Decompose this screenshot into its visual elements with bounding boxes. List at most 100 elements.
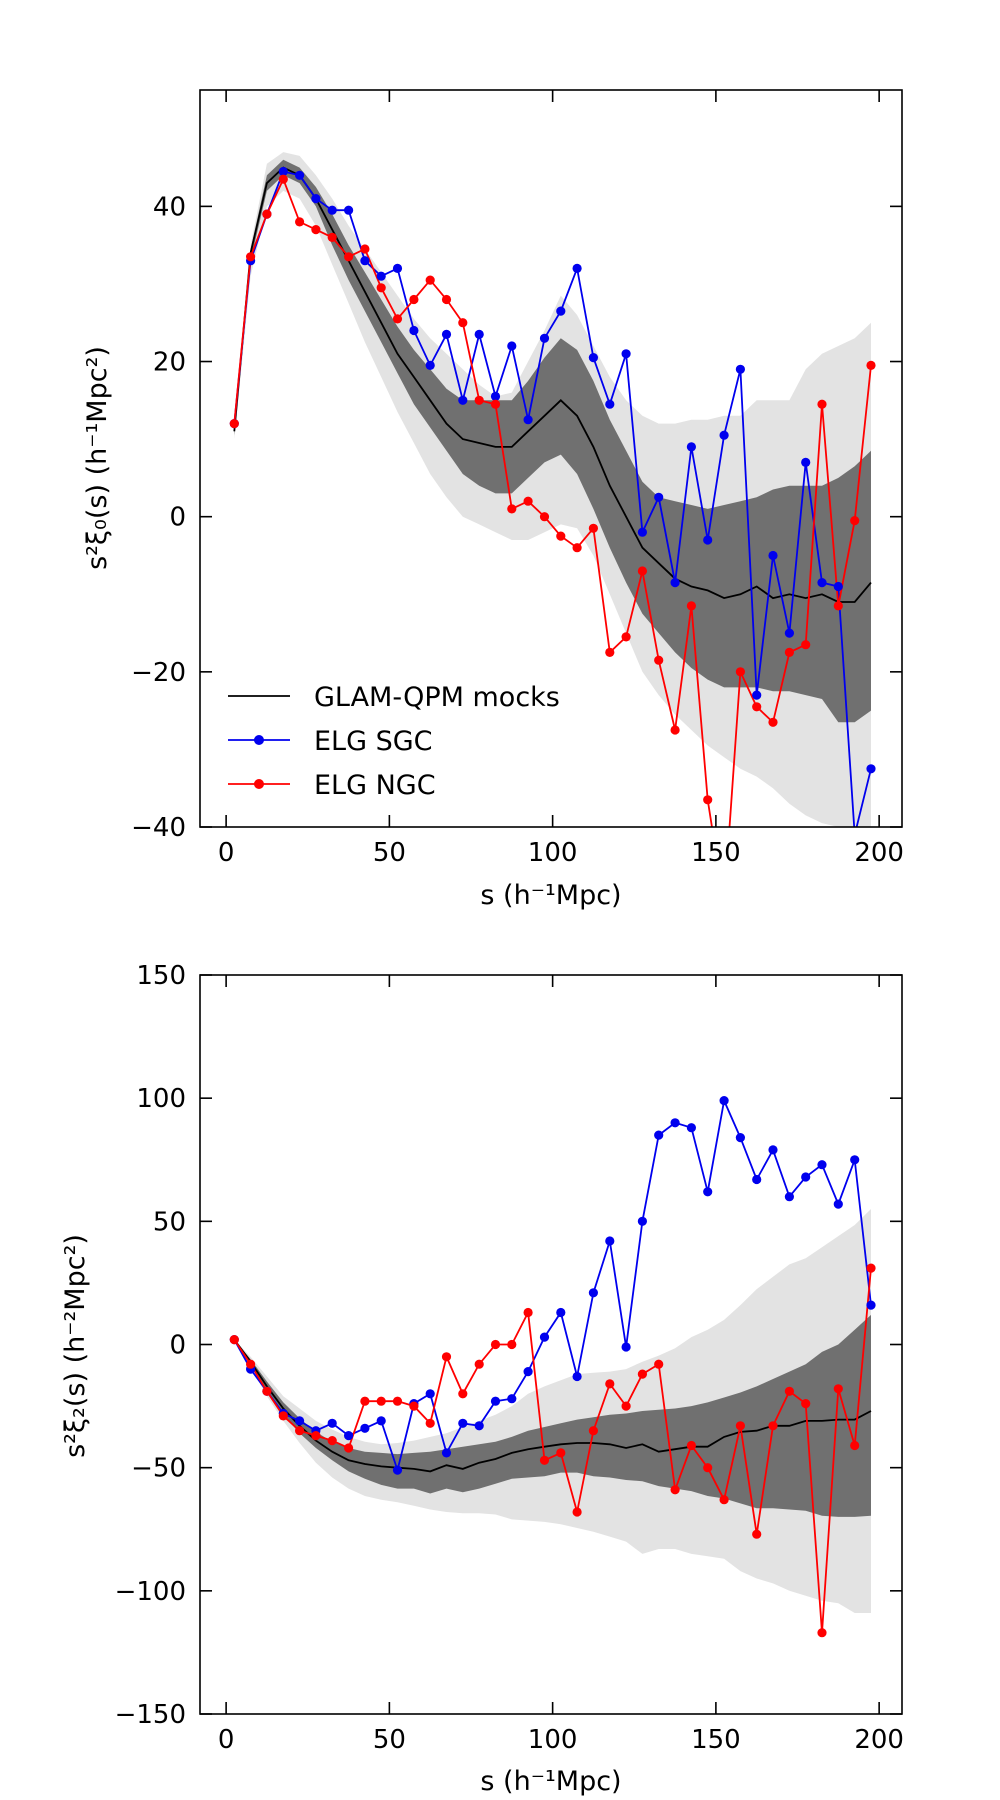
ngc-point <box>344 1443 354 1453</box>
ngc-point <box>637 566 648 576</box>
sgc-point <box>572 1371 582 1382</box>
sgc-point <box>409 325 419 336</box>
ngc-point <box>490 399 501 409</box>
sgc-point <box>588 1288 599 1298</box>
ngc-point <box>588 1426 599 1436</box>
sgc-point <box>556 306 566 316</box>
legend-sgc-label: ELG SGC <box>314 726 433 757</box>
ngc-point <box>458 1389 468 1399</box>
sgc-point <box>278 166 288 177</box>
sgc-point <box>686 1123 697 1133</box>
sgc-point <box>490 1396 501 1406</box>
x-tick-label: 0 <box>218 838 235 868</box>
sgc-point <box>507 1394 517 1404</box>
sgc-point <box>817 578 827 588</box>
sgc-point <box>458 1418 468 1428</box>
sgc-point <box>621 349 631 359</box>
ngc-point <box>409 294 419 305</box>
sgc-point <box>572 263 582 273</box>
ngc-point <box>833 601 843 611</box>
ngc-point <box>817 1628 827 1638</box>
x-tick-label: 100 <box>528 838 578 868</box>
legend-mock-label: GLAM-QPM mocks <box>314 682 560 713</box>
ngc-point <box>490 1339 501 1350</box>
mock-mean-line <box>233 1339 872 1473</box>
ngc-point <box>556 531 566 541</box>
x-tick-label: 150 <box>691 838 741 868</box>
mock-band-inner <box>234 159 872 723</box>
sgc-point <box>719 430 729 440</box>
y-tick-label: 50 <box>153 1207 186 1237</box>
legend-sgc-marker <box>254 735 264 745</box>
sgc-point <box>768 550 778 561</box>
ngc-point <box>670 725 680 735</box>
ngc-point <box>850 1440 860 1451</box>
sgc-point <box>556 1307 566 1318</box>
y-tick-label: −150 <box>115 1700 186 1730</box>
ngc-point <box>278 1411 288 1421</box>
sgc-point <box>392 1465 403 1475</box>
ngc-point <box>229 419 239 429</box>
sgc-point <box>344 205 354 215</box>
sgc-point <box>327 205 337 215</box>
sgc-point <box>523 415 533 425</box>
y-tick-label: 0 <box>169 503 186 533</box>
y-tick-label: 40 <box>153 192 186 222</box>
sgc-point <box>752 1174 762 1185</box>
ngc-point <box>784 1386 795 1396</box>
ngc-point <box>719 1495 729 1505</box>
ngc-point <box>507 504 517 514</box>
ngc-point <box>850 516 860 526</box>
ngc-point <box>425 275 435 285</box>
ngc-point <box>262 209 272 219</box>
ngc-point <box>360 244 370 254</box>
ngc-point <box>474 1359 484 1369</box>
ngc-point <box>670 1485 680 1495</box>
ngc-point <box>278 174 288 184</box>
ngc-point <box>523 496 533 506</box>
x-tick-label: 50 <box>373 1725 406 1755</box>
x-tick-label: 0 <box>218 1725 235 1755</box>
ngc-point <box>539 512 550 522</box>
sgc-point <box>817 1160 827 1170</box>
x-tick-label: 200 <box>854 1725 904 1755</box>
elg-sgc-points <box>229 1096 876 1475</box>
ngc-point <box>458 318 468 328</box>
ngc-point <box>621 1401 631 1411</box>
sgc-point <box>637 1216 648 1226</box>
ngc-point <box>327 232 337 242</box>
ngc-point <box>605 647 615 658</box>
sgc-point <box>801 457 811 467</box>
quadrupole-y-axis-label: s²ξ₂(s) (h⁻²Mpc²) <box>60 1234 91 1458</box>
ngc-point <box>801 640 811 650</box>
sgc-point <box>735 1133 746 1143</box>
ngc-point <box>605 1379 615 1389</box>
ngc-point <box>768 717 778 727</box>
ngc-point <box>654 1359 664 1369</box>
y-tick-label: 100 <box>136 1084 186 1114</box>
sgc-point <box>295 1416 305 1426</box>
ngc-point <box>621 632 631 642</box>
legend-ngc-marker <box>254 779 264 789</box>
legend-ngc-label: ELG NGC <box>314 770 436 801</box>
ngc-point <box>686 601 697 611</box>
ngc-point <box>866 360 876 370</box>
ngc-point <box>572 1507 582 1517</box>
sgc-point <box>768 1145 778 1155</box>
sgc-point <box>670 578 680 588</box>
sgc-point <box>311 194 321 204</box>
sgc-point <box>344 1431 354 1441</box>
y-tick-label: 20 <box>153 348 186 378</box>
mock-mean-line <box>233 166 872 603</box>
sgc-point <box>425 360 435 370</box>
sgc-point <box>703 535 713 545</box>
ngc-point <box>262 1386 272 1396</box>
ngc-point <box>735 667 746 677</box>
elg-ngc-line <box>233 1268 872 1633</box>
y-tick-label: −50 <box>131 1454 186 1484</box>
ngc-point <box>376 1396 386 1406</box>
sgc-point <box>376 271 386 281</box>
sgc-point <box>392 263 403 273</box>
ngc-point <box>425 1418 435 1428</box>
sgc-point <box>752 690 762 700</box>
